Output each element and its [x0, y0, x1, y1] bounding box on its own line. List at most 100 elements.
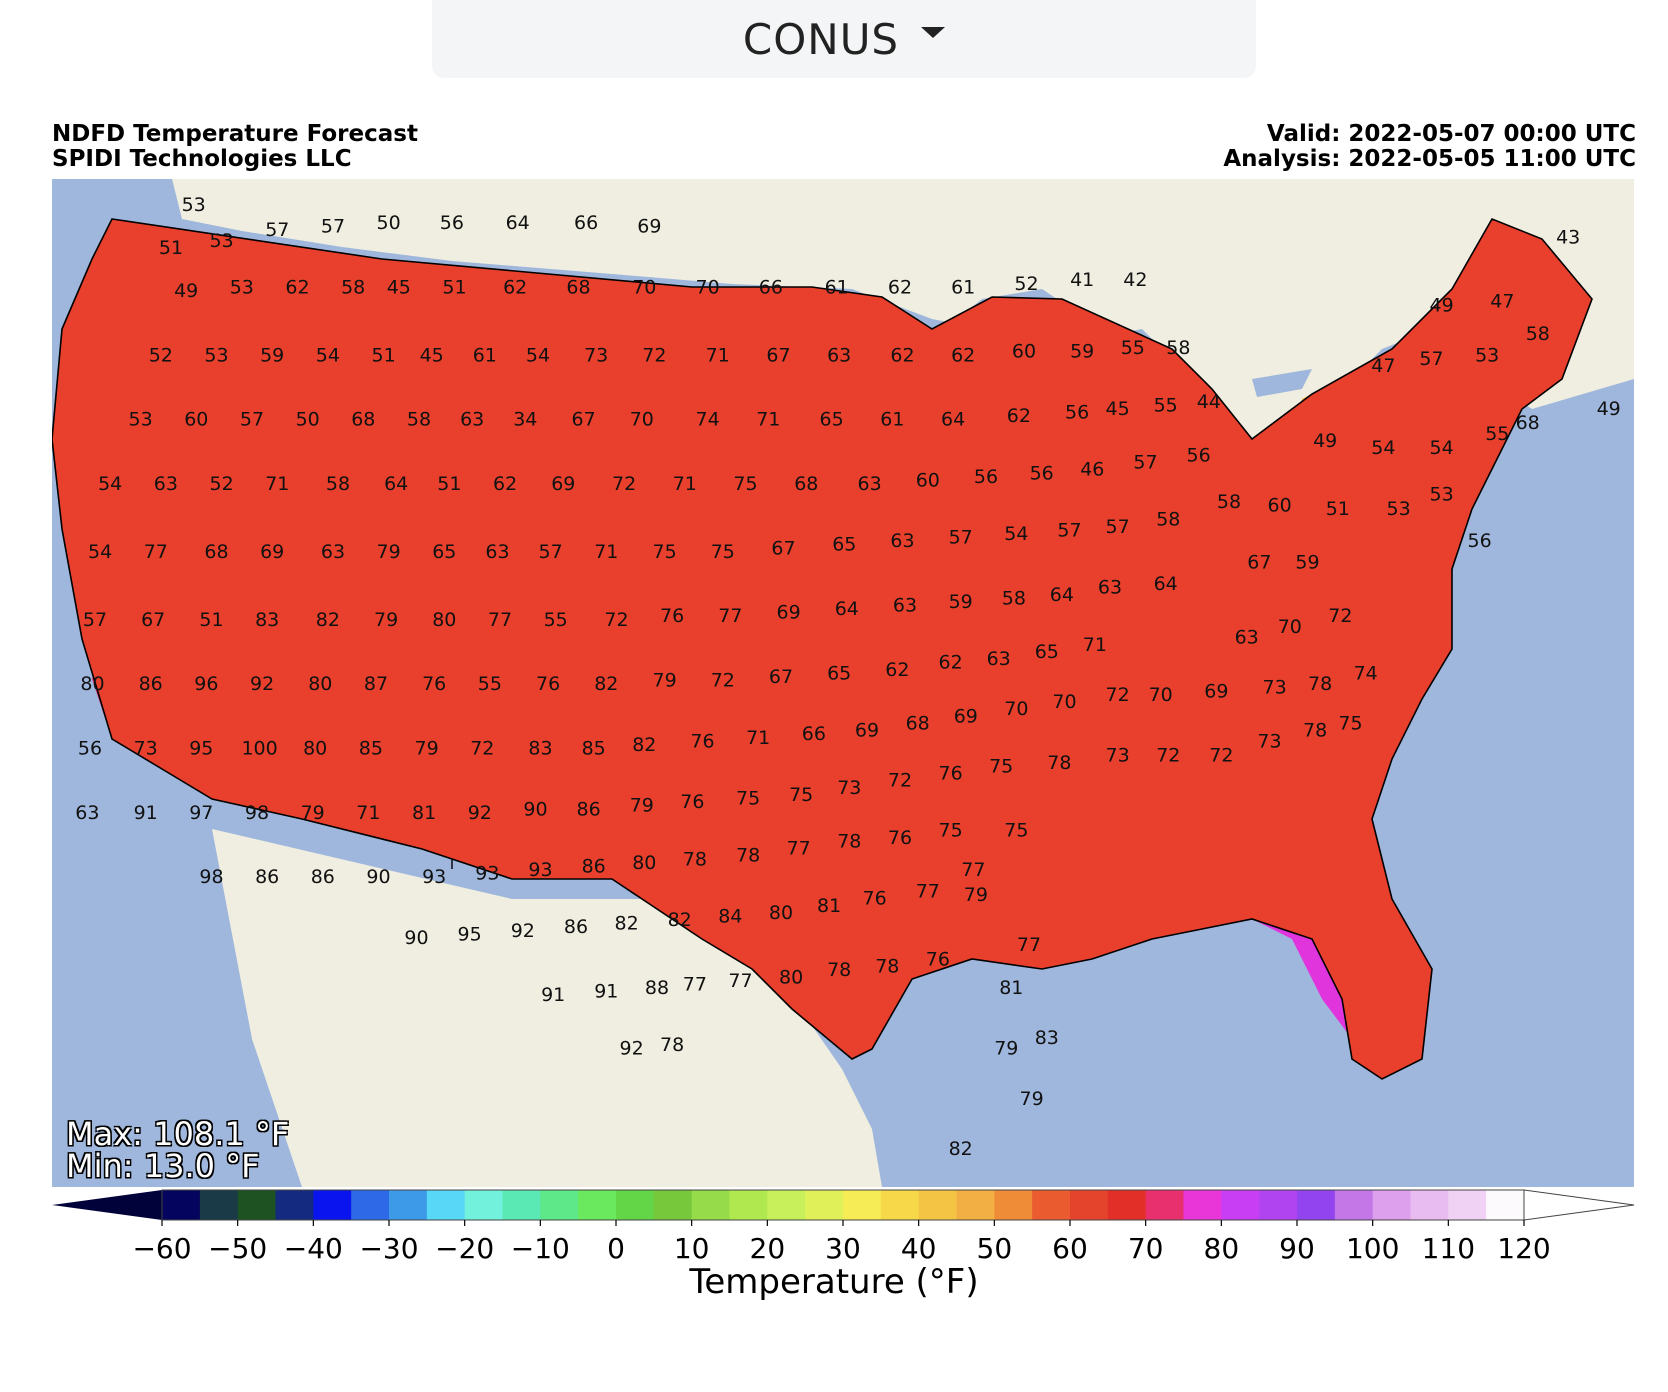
colorbar-swatch — [1259, 1190, 1298, 1220]
point-temp-label: 91 — [541, 984, 565, 1006]
colorbar-tick-label: −20 — [435, 1232, 494, 1265]
point-temp-label: 57 — [949, 527, 973, 549]
point-temp-label: 77 — [488, 609, 512, 631]
colorbar-swatch — [162, 1190, 201, 1220]
colorbar-swatch — [426, 1190, 466, 1220]
point-temp-label: 79 — [653, 670, 677, 692]
point-temp-label: 76 — [939, 763, 963, 785]
point-temp-label: 63 — [858, 473, 882, 495]
point-temp-label: 95 — [189, 738, 213, 760]
point-temp-label: 73 — [1257, 730, 1281, 752]
point-temp-label: 57 — [83, 609, 107, 631]
point-temp-label: 62 — [951, 344, 975, 366]
point-temp-label: 93 — [528, 859, 552, 881]
point-temp-label: 67 — [766, 344, 790, 366]
point-labels: 53 51 53 57 57 50 56 64 66 69 49 53 62 58 45 51 62 68 70 70… — [75, 194, 1620, 1160]
colorbar-swatch — [805, 1190, 844, 1220]
point-temp-label: 55 — [1485, 423, 1509, 445]
header-left: NDFD Temperature Forecast SPIDI Technolo… — [52, 122, 418, 172]
point-temp-label: 68 — [351, 409, 375, 431]
point-temp-label: 80 — [432, 609, 456, 631]
colorbar-swatch — [994, 1190, 1033, 1220]
point-temp-label: 73 — [837, 777, 861, 799]
point-temp-label: 67 — [572, 409, 596, 431]
colorbar-tick-label: 120 — [1497, 1232, 1550, 1265]
point-temp-label: 54 — [1004, 523, 1028, 545]
point-temp-label: 70 — [1052, 691, 1076, 713]
point-temp-label: 51 — [199, 609, 223, 631]
colorbar-swatch — [1221, 1190, 1260, 1220]
colorbar-swatch — [1145, 1190, 1185, 1220]
point-temp-label: 86 — [311, 866, 335, 888]
colorbar-swatch — [1183, 1190, 1222, 1220]
point-temp-label: 78 — [1308, 673, 1332, 695]
point-temp-label: 63 — [460, 409, 484, 431]
point-temp-label: 54 — [526, 344, 550, 366]
point-temp-label: 67 — [771, 537, 795, 559]
colorbar-low-arrow — [52, 1190, 162, 1220]
point-temp-label: 51 — [437, 473, 461, 495]
point-temp-label: 56 — [1065, 402, 1089, 424]
point-temp-label: 66 — [574, 212, 598, 234]
point-temp-label: 83 — [528, 738, 552, 760]
colorbar-swatch — [275, 1190, 314, 1220]
colorbar-tick-label: 90 — [1279, 1232, 1315, 1265]
point-temp-label: 69 — [260, 541, 284, 563]
point-temp-label: 86 — [577, 798, 601, 820]
colorbar-tick-label: −50 — [208, 1232, 267, 1265]
point-temp-label: 57 — [1133, 452, 1157, 474]
point-temp-label: 97 — [189, 802, 213, 824]
point-temp-label: 65 — [832, 534, 856, 556]
point-temp-label: 45 — [1106, 398, 1130, 420]
point-temp-label: 65 — [820, 409, 844, 431]
point-temp-label: 84 — [718, 906, 742, 928]
point-temp-label: 67 — [141, 609, 165, 631]
point-temp-label: 81 — [817, 895, 841, 917]
point-temp-label: 66 — [802, 723, 826, 745]
point-temp-label: 52 — [149, 344, 173, 366]
point-temp-label: 59 — [1070, 341, 1094, 363]
point-temp-label: 75 — [1004, 820, 1028, 842]
point-temp-label: 75 — [733, 473, 757, 495]
point-temp-label: 61 — [473, 344, 497, 366]
point-temp-label: 70 — [696, 276, 720, 298]
point-temp-label: 76 — [690, 730, 714, 752]
point-temp-label: 58 — [326, 473, 350, 495]
colorbar-swatch — [843, 1190, 882, 1220]
point-temp-label: 57 — [539, 541, 563, 563]
point-temp-label: 70 — [1278, 616, 1302, 638]
point-temp-label: 81 — [412, 802, 436, 824]
point-temp-label: 55 — [1154, 394, 1178, 416]
colorbar-swatch — [1070, 1190, 1109, 1220]
region-dropdown[interactable]: CONUS — [432, 0, 1256, 78]
point-temp-label: 78 — [837, 830, 861, 852]
point-temp-label: 74 — [1354, 662, 1378, 684]
point-temp-label: 55 — [1121, 337, 1145, 359]
point-temp-label: 91 — [134, 802, 158, 824]
region-dropdown-value: CONUS — [742, 14, 900, 64]
colorbar-swatch — [918, 1190, 958, 1220]
point-temp-label: 79 — [630, 795, 654, 817]
point-temp-label: 49 — [1313, 430, 1337, 452]
point-temp-label: 90 — [366, 866, 390, 888]
point-temp-label: 57 — [1106, 516, 1130, 538]
point-temp-label: 92 — [620, 1038, 644, 1060]
point-temp-label: 76 — [888, 827, 912, 849]
point-temp-label: 68 — [1516, 412, 1540, 434]
point-temp-label: 53 — [204, 344, 228, 366]
point-temp-label: 62 — [503, 276, 527, 298]
point-temp-label: 63 — [827, 344, 851, 366]
point-temp-label: 81 — [999, 977, 1023, 999]
point-temp-label: 77 — [1017, 934, 1041, 956]
point-temp-label: 79 — [1020, 1088, 1044, 1110]
point-temp-label: 72 — [1328, 605, 1352, 627]
point-temp-label: 76 — [422, 673, 446, 695]
point-temp-label: 62 — [885, 659, 909, 681]
point-temp-label: 75 — [789, 784, 813, 806]
point-temp-label: 59 — [949, 591, 973, 613]
point-temp-label: 72 — [1106, 684, 1130, 706]
point-temp-label: 75 — [653, 541, 677, 563]
point-temp-label: 80 — [632, 852, 656, 874]
colorbar-swatch — [1032, 1190, 1071, 1220]
max-temp: Max: 108.1 °F — [66, 1115, 290, 1153]
